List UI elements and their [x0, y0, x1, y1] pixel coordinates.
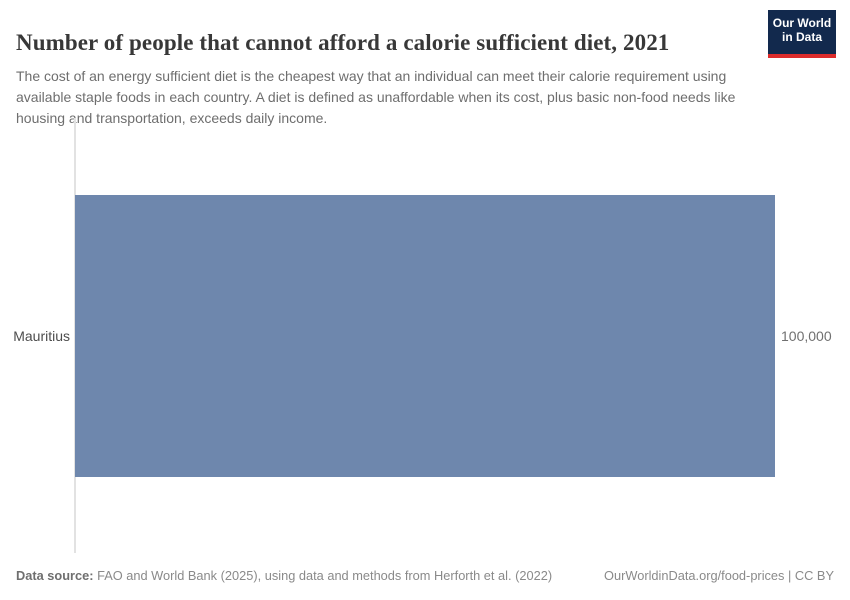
- owid-logo-line1: Our World: [772, 16, 832, 30]
- owid-logo[interactable]: Our World in Data: [768, 10, 836, 58]
- footer-link[interactable]: OurWorldinData.org/food-prices | CC BY: [604, 568, 834, 583]
- data-source-label: Data source:: [16, 568, 94, 583]
- chart-footer: Data source: FAO and World Bank (2025), …: [16, 568, 834, 584]
- chart-title: Number of people that cannot afford a ca…: [16, 30, 670, 56]
- data-source-note: Data source: FAO and World Bank (2025), …: [16, 568, 552, 584]
- bar-mauritius[interactable]: [75, 195, 775, 477]
- data-source-text: FAO and World Bank (2025), using data an…: [93, 568, 553, 583]
- entity-label-mauritius: Mauritius: [13, 328, 70, 344]
- owid-logo-line2: in Data: [781, 30, 822, 44]
- value-label-mauritius: 100,000: [781, 328, 832, 344]
- chart-subtitle: The cost of an energy sufficient diet is…: [16, 68, 736, 126]
